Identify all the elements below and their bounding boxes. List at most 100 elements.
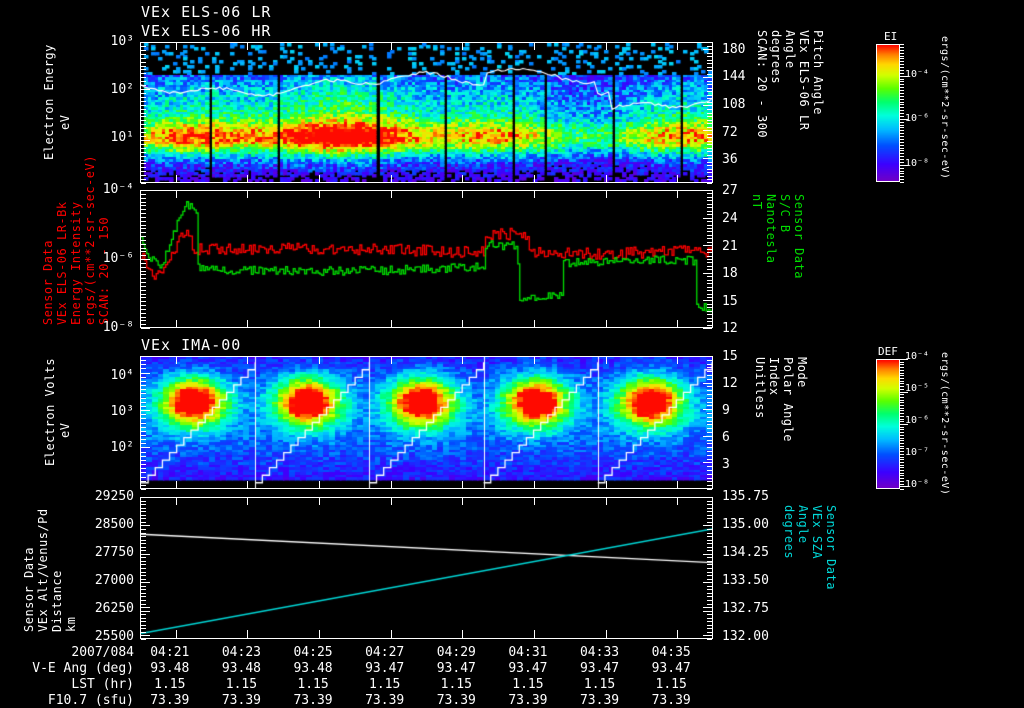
axis-tick <box>141 628 146 629</box>
axis-tick <box>141 271 146 272</box>
axis-tick <box>141 406 146 407</box>
axis-tick <box>707 604 712 605</box>
panel2-y2tick-2: 21 <box>722 239 738 254</box>
axis-tick <box>141 472 146 473</box>
axis-tick <box>707 70 712 71</box>
colorbar-tick <box>900 405 904 406</box>
axis-tick <box>707 579 712 580</box>
bottom-row-label-veang: V-E Ang (deg) <box>32 661 134 676</box>
axis-tick <box>141 522 146 523</box>
axis-tick <box>703 158 712 159</box>
axis-tick <box>141 290 146 291</box>
axis-tick <box>707 536 712 537</box>
panel4-ylabel-1: Sensor Data <box>22 547 36 632</box>
axis-tick <box>707 564 712 565</box>
axis-tick <box>141 625 146 626</box>
panel2-y2tick-3: 18 <box>722 266 738 281</box>
axis-tick <box>141 248 146 249</box>
axis-tick <box>703 77 712 78</box>
axis-tick <box>141 550 146 551</box>
axis-tick <box>707 81 712 82</box>
panel3-ytick-0: 10⁴ <box>110 368 134 383</box>
axis-tick <box>141 297 146 298</box>
panel3-yunits: eV <box>58 422 72 438</box>
axis-tick <box>141 572 146 573</box>
axis-tick <box>141 132 146 133</box>
panel1-plot-area[interactable] <box>140 42 713 183</box>
axis-tick <box>703 383 712 384</box>
panel4-x-tick <box>247 631 248 638</box>
colorbar-tick <box>900 389 904 390</box>
colorbar-tick <box>900 467 904 468</box>
axis-tick <box>141 274 146 275</box>
colorbar-tick <box>900 421 904 422</box>
axis-tick <box>707 211 712 212</box>
axis-tick <box>707 113 712 114</box>
axis-tick <box>707 256 712 257</box>
axis-tick <box>141 456 146 457</box>
panel4-ytick-0: 29250 <box>94 489 134 504</box>
panel1-x-tick <box>534 43 535 50</box>
axis-tick <box>141 468 146 469</box>
bottom-veang-3: 93.47 <box>365 661 405 676</box>
colorbar-tick <box>900 156 904 157</box>
colorbar-ei-title: EI <box>884 30 898 43</box>
panel4-ytick-3: 27000 <box>94 573 134 588</box>
axis-tick <box>141 485 146 486</box>
colorbar-def[interactable] <box>876 359 900 489</box>
axis-tick <box>707 98 712 99</box>
panel3-ytick-2: 10² <box>110 440 134 455</box>
axis-tick <box>141 452 146 453</box>
colorbar-tick <box>900 489 904 490</box>
panel1-ytick-2: 10¹ <box>110 130 134 145</box>
colorbar-def-title: DEF <box>878 345 898 358</box>
panel3-plot-area[interactable] <box>140 356 713 489</box>
panel1-x-tick <box>606 175 607 182</box>
axis-tick <box>707 632 712 633</box>
axis-tick <box>141 205 146 206</box>
axis-tick <box>707 589 712 590</box>
axis-tick <box>141 85 146 86</box>
colorbar-tick <box>900 61 904 62</box>
axis-tick <box>141 128 146 129</box>
axis-tick <box>141 443 146 444</box>
panel1-x-tick <box>247 43 248 50</box>
axis-tick <box>707 259 712 260</box>
axis-tick <box>141 460 146 461</box>
panel4-y2tick-2: 134.25 <box>722 545 769 560</box>
panel4-ytick-2: 27750 <box>94 545 134 560</box>
axis-tick <box>141 136 146 137</box>
axis-tick <box>141 504 146 505</box>
axis-tick <box>141 175 146 176</box>
colorbar-tick <box>900 451 904 452</box>
panel4-plot-area[interactable] <box>140 497 713 639</box>
colorbar-ei-tick-0: 10⁻⁴ <box>905 69 930 80</box>
axis-tick <box>707 421 712 422</box>
colorbar-ei[interactable] <box>876 44 900 182</box>
colorbar-tick <box>900 56 904 57</box>
axis-tick <box>141 536 146 537</box>
panel3-y2tick-2: 9 <box>722 403 730 418</box>
colorbar-tick <box>900 429 904 430</box>
axis-tick <box>141 589 146 590</box>
axis-tick <box>707 127 712 128</box>
panel2-plot-area[interactable] <box>140 190 713 328</box>
axis-tick <box>707 417 712 418</box>
colorbar-def-tick-2: 10⁻⁶ <box>905 415 930 426</box>
colorbar-tick <box>900 99 904 100</box>
panel4-x-tick <box>606 498 607 505</box>
panel3-x-tick <box>176 357 177 364</box>
colorbar-tick <box>900 446 904 447</box>
colorbar-tick <box>900 165 908 166</box>
axis-tick <box>707 621 712 622</box>
axis-tick <box>707 405 712 406</box>
axis-tick <box>141 286 146 287</box>
colorbar-tick <box>900 142 904 143</box>
axis-tick <box>141 294 146 295</box>
axis-tick <box>141 116 146 117</box>
axis-tick <box>141 278 146 279</box>
panel1-y2tick-2: 108 <box>722 97 746 112</box>
colorbar-def-unit-label: ergs/(cm**2-sr-sec-eV) <box>939 352 950 496</box>
panel2-y2label-4: nT <box>750 194 764 210</box>
colorbar-tick <box>900 136 904 137</box>
